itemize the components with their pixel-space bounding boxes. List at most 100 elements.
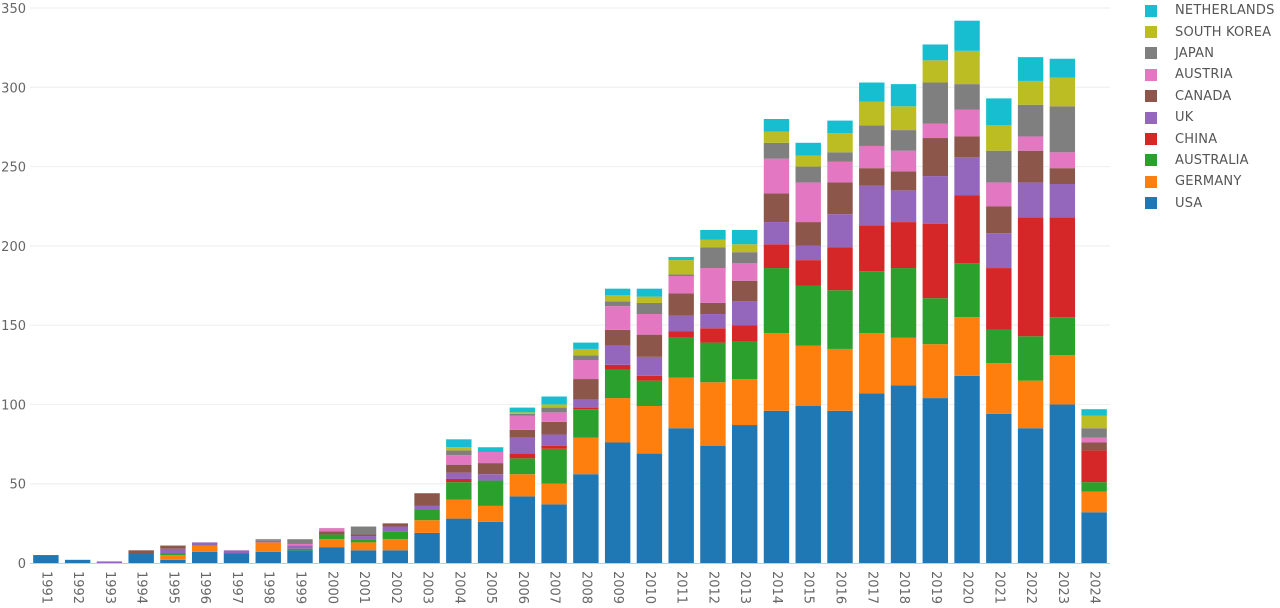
bar-segment-usa-2013[interactable]: [732, 425, 758, 563]
bar-segment-australia-2003[interactable]: [414, 509, 440, 521]
bar-segment-germany-2005[interactable]: [477, 505, 504, 522]
bar-segment-uk-1995[interactable]: [160, 548, 186, 554]
bar-segment-netherlands-2024[interactable]: [1081, 409, 1107, 416]
bar-segment-germany-1996[interactable]: [192, 545, 218, 552]
bar-segment-usa-1994[interactable]: [128, 553, 154, 563]
bar-segment-netherlands-2007[interactable]: [541, 396, 567, 405]
bar-segment-japan-2006[interactable]: [509, 413, 536, 416]
bar-segment-south-korea-2017[interactable]: [859, 101, 885, 126]
bar-segment-germany-2024[interactable]: [1081, 491, 1107, 513]
bar-segment-usa-1992[interactable]: [64, 559, 91, 563]
bar-segment-australia-2017[interactable]: [859, 271, 885, 334]
bar-segment-usa-1998[interactable]: [255, 551, 281, 563]
bar-segment-japan-2001[interactable]: [350, 526, 377, 535]
bar-segment-usa-2017[interactable]: [859, 393, 885, 563]
bar-segment-japan-2012[interactable]: [700, 247, 726, 269]
bar-segment-usa-2022[interactable]: [1017, 428, 1044, 563]
bar-segment-netherlands-2013[interactable]: [732, 230, 758, 245]
bar-segment-germany-2015[interactable]: [795, 345, 821, 407]
bar-segment-usa-2011[interactable]: [668, 428, 694, 563]
bar-segment-germany-2002[interactable]: [382, 539, 408, 551]
bar-segment-japan-2020[interactable]: [954, 84, 980, 110]
bar-segment-austria-2021[interactable]: [986, 182, 1012, 207]
bar-segment-austria-2013[interactable]: [732, 263, 758, 281]
bar-segment-china-2020[interactable]: [954, 195, 980, 264]
bar-segment-netherlands-2015[interactable]: [795, 142, 821, 156]
bar-segment-netherlands-2009[interactable]: [604, 288, 631, 296]
bar-segment-canada-2011[interactable]: [668, 293, 694, 316]
bar-segment-germany-2010[interactable]: [636, 406, 663, 454]
legend-item[interactable]: USA: [1145, 193, 1275, 214]
bar-segment-netherlands-2023[interactable]: [1049, 58, 1076, 78]
bar-segment-usa-2018[interactable]: [890, 385, 917, 563]
bar-segment-australia-2009[interactable]: [604, 369, 631, 399]
bar-segment-japan-2022[interactable]: [1017, 104, 1044, 137]
bar-segment-uk-2017[interactable]: [859, 185, 885, 226]
bar-segment-germany-2009[interactable]: [604, 398, 631, 443]
legend-item[interactable]: SOUTH KOREA: [1145, 21, 1275, 42]
bar-segment-australia-2013[interactable]: [732, 341, 758, 380]
legend-item[interactable]: UK: [1145, 107, 1275, 128]
bar-segment-usa-2020[interactable]: [954, 375, 980, 563]
bar-segment-austria-2008[interactable]: [573, 360, 599, 380]
bar-segment-uk-2004[interactable]: [446, 472, 472, 479]
bar-segment-china-2004[interactable]: [446, 478, 472, 483]
bar-segment-china-2013[interactable]: [732, 325, 758, 341]
bar-segment-uk-2003[interactable]: [414, 505, 440, 510]
bar-segment-usa-2012[interactable]: [700, 445, 726, 563]
bar-segment-south-korea-2007[interactable]: [541, 404, 567, 408]
bar-segment-germany-2001[interactable]: [350, 542, 377, 551]
bar-segment-germany-1995[interactable]: [160, 555, 186, 560]
bar-segment-australia-2020[interactable]: [954, 263, 980, 318]
bar-segment-germany-2004[interactable]: [446, 499, 472, 519]
bar-segment-austria-2010[interactable]: [636, 314, 663, 335]
bar-segment-usa-2001[interactable]: [350, 550, 377, 563]
bar-segment-china-2016[interactable]: [827, 247, 853, 291]
legend-item[interactable]: AUSTRIA: [1145, 64, 1275, 85]
bar-segment-south-korea-2016[interactable]: [827, 133, 853, 153]
bar-segment-germany-2011[interactable]: [668, 377, 694, 429]
bar-segment-austria-2012[interactable]: [700, 268, 726, 303]
bar-segment-canada-2024[interactable]: [1081, 442, 1107, 451]
bar-segment-south-korea-2024[interactable]: [1081, 415, 1107, 429]
bar-segment-germany-1998[interactable]: [255, 542, 281, 552]
bar-segment-uk-2016[interactable]: [827, 214, 853, 248]
legend-item[interactable]: JAPAN: [1145, 43, 1275, 64]
bar-segment-south-korea-2020[interactable]: [954, 50, 980, 85]
bar-segment-uk-2023[interactable]: [1049, 184, 1076, 218]
bar-segment-usa-2021[interactable]: [986, 413, 1012, 563]
bar-segment-uk-2001[interactable]: [350, 536, 377, 540]
bar-segment-japan-2009[interactable]: [604, 301, 631, 307]
bar-segment-canada-2010[interactable]: [636, 334, 663, 357]
bar-segment-netherlands-2010[interactable]: [636, 288, 663, 297]
bar-segment-germany-2012[interactable]: [700, 382, 726, 446]
bar-segment-australia-2019[interactable]: [922, 298, 948, 345]
bar-segment-austria-2014[interactable]: [763, 158, 790, 194]
bar-segment-australia-2016[interactable]: [827, 290, 853, 349]
bar-segment-netherlands-2014[interactable]: [763, 119, 790, 132]
bar-segment-japan-2015[interactable]: [795, 166, 821, 183]
bar-segment-germany-2019[interactable]: [922, 344, 948, 399]
bar-segment-usa-1997[interactable]: [223, 553, 250, 563]
bar-segment-australia-2007[interactable]: [541, 448, 567, 484]
bar-segment-austria-2015[interactable]: [795, 182, 821, 223]
bar-segment-china-2024[interactable]: [1081, 450, 1107, 483]
bar-segment-australia-2004[interactable]: [446, 482, 472, 500]
bar-segment-japan-2008[interactable]: [573, 355, 599, 361]
bar-segment-austria-2019[interactable]: [922, 123, 948, 139]
bar-segment-austria-2000[interactable]: [319, 528, 345, 532]
bar-segment-netherlands-2022[interactable]: [1017, 57, 1044, 81]
bar-segment-china-2009[interactable]: [604, 364, 631, 370]
bar-segment-uk-2005[interactable]: [477, 474, 504, 481]
bar-segment-usa-2019[interactable]: [922, 398, 948, 563]
bar-segment-uk-1998[interactable]: [255, 540, 281, 543]
bar-segment-austria-2024[interactable]: [1081, 437, 1107, 443]
bar-segment-australia-2005[interactable]: [477, 480, 504, 506]
bar-segment-japan-2019[interactable]: [922, 82, 948, 124]
bar-segment-south-korea-2015[interactable]: [795, 155, 821, 167]
bar-segment-usa-2002[interactable]: [382, 550, 408, 563]
bar-segment-canada-2000[interactable]: [319, 531, 345, 535]
bar-segment-germany-2000[interactable]: [319, 539, 345, 548]
bar-segment-canada-2001[interactable]: [350, 534, 377, 537]
bar-segment-netherlands-2012[interactable]: [700, 230, 726, 240]
